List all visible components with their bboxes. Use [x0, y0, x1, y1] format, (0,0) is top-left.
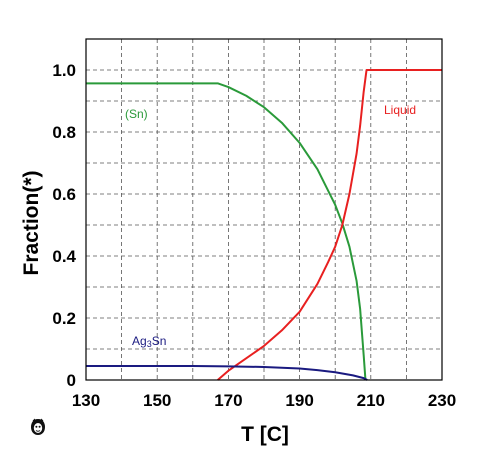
x-tick-labels: 130 150 170 190 210 230: [72, 391, 456, 410]
sn-label: (Sn): [125, 107, 148, 121]
y-tick-label: 1.0: [52, 61, 76, 80]
series-line-ag3sn: [86, 365, 368, 381]
ag3sn-label-tail: Sn: [152, 334, 167, 348]
x-axis-title: T [C]: [241, 423, 289, 446]
series-line-liquid: [217, 69, 442, 381]
ag3sn-label-main: Ag: [132, 334, 147, 348]
thermocalc-logo-icon: [31, 418, 45, 435]
x-tick-label: 230: [428, 391, 456, 410]
grid: [86, 39, 442, 380]
series-group: [86, 69, 442, 381]
y-tick-labels: 0 0.2 0.4 0.6 0.8 1.0: [52, 61, 76, 390]
y-tick-label: 0.4: [52, 247, 76, 266]
x-tick-label: 170: [214, 391, 242, 410]
x-tick-label: 210: [357, 391, 385, 410]
liquid-label: Liquid: [384, 103, 416, 117]
plot-frame: [85, 38, 443, 381]
y-axis-title: Fraction(*): [20, 171, 43, 276]
y-tick-label: 0.2: [52, 309, 76, 328]
series-line-sn: [86, 82, 367, 381]
y-tick-label: 0: [67, 371, 76, 390]
y-tick-label: 0.6: [52, 185, 76, 204]
ag3sn-label-sub: 3: [147, 339, 152, 349]
ag3sn-label: Ag3Sn: [132, 334, 166, 349]
x-tick-label: 190: [285, 391, 313, 410]
x-tick-label: 130: [72, 391, 100, 410]
y-tick-label: 0.8: [52, 123, 76, 142]
x-tick-label: 150: [143, 391, 171, 410]
